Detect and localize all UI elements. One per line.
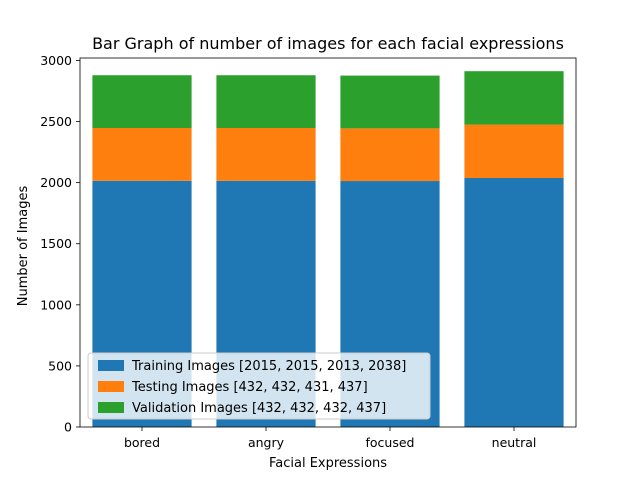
bar-neutral-series-0	[464, 177, 564, 427]
bar-neutral-series-2	[464, 71, 564, 125]
y-tick-label: 1000	[40, 297, 72, 312]
legend-swatch	[98, 360, 124, 371]
x-tick-label: angry	[248, 435, 285, 450]
legend-swatch	[98, 381, 124, 392]
legend: Training Images [2015, 2015, 2013, 2038]…	[87, 352, 431, 420]
plot-frame	[79, 57, 577, 428]
bar-angry-series-2	[216, 75, 316, 129]
bar-neutral-series-1	[464, 124, 564, 178]
y-axis-label: Number of Images	[16, 186, 31, 307]
bar-bored-series-2	[92, 75, 192, 129]
x-tick-label: neutral	[492, 435, 537, 450]
y-tick-label: 2500	[40, 114, 72, 129]
y-tick-label: 3000	[40, 53, 72, 68]
y-tick-label: 500	[48, 358, 72, 373]
x-axis-label: Facial Expressions	[269, 456, 387, 471]
legend-entry: Training Images [2015, 2015, 2013, 2038]	[131, 359, 406, 374]
chart-title: Bar Graph of number of images for each f…	[92, 34, 564, 53]
x-tick-label: bored	[124, 435, 160, 450]
bar-angry-series-1	[216, 128, 316, 181]
bar-focused-series-2	[340, 75, 440, 129]
x-tick-label: focused	[366, 435, 415, 450]
bar-focused-series-1	[340, 128, 440, 182]
y-tick-label: 0	[64, 420, 72, 435]
bar-bored-series-1	[92, 128, 192, 181]
legend-entry: Validation Images [432, 432, 432, 437]	[132, 401, 386, 416]
legend-swatch	[98, 402, 124, 413]
legend-box	[87, 352, 431, 420]
legend-entry: Testing Images [432, 432, 431, 437]	[131, 380, 368, 395]
y-tick-label: 1500	[40, 236, 72, 251]
y-tick-label: 2000	[40, 175, 72, 190]
